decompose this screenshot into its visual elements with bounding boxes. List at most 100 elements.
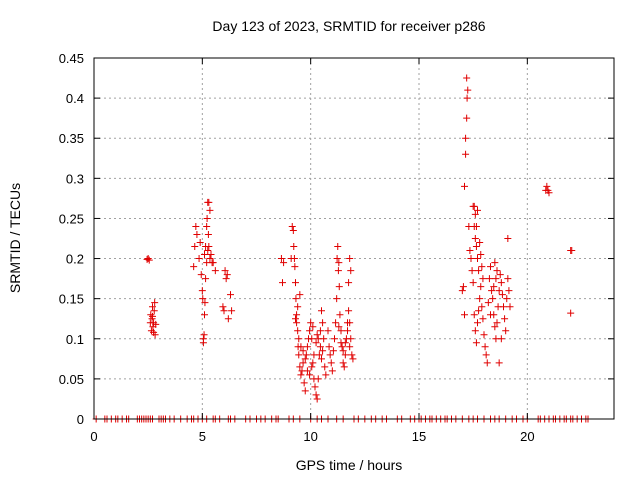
data-point: [332, 319, 339, 326]
data-point: [201, 251, 208, 258]
data-point: [196, 255, 203, 262]
data-point: [472, 235, 479, 242]
data-point: [191, 243, 198, 250]
data-point: [464, 95, 471, 102]
data-point: [227, 291, 234, 298]
data-point: [492, 275, 499, 282]
data-point: [327, 351, 334, 358]
data-point: [326, 343, 333, 350]
data-point: [192, 223, 199, 230]
data-point: [193, 231, 200, 238]
data-point: [203, 223, 210, 230]
data-point: [473, 243, 480, 250]
y-tick-label: 0.15: [59, 292, 84, 307]
data-point: [481, 331, 488, 338]
data-point: [347, 267, 354, 274]
data-point: [500, 303, 507, 310]
data-point: [501, 315, 508, 322]
data-point: [315, 375, 322, 382]
data-point: [212, 267, 219, 274]
data-point: [208, 251, 215, 258]
data-point: [333, 295, 340, 302]
y-tick-label: 0.35: [59, 131, 84, 146]
x-tick-labels: 0 5 10 15 20: [90, 429, 534, 444]
data-point: [468, 255, 475, 262]
y-tick-label: 0.2: [66, 252, 84, 267]
data-point: [348, 351, 355, 358]
data-point: [145, 255, 152, 262]
data-point: [322, 371, 329, 378]
data-point: [228, 307, 235, 314]
data-point: [345, 279, 352, 286]
data-point: [279, 279, 286, 286]
data-point: [310, 351, 317, 358]
data-point: [464, 87, 471, 94]
data-point: [475, 267, 482, 274]
data-point: [482, 343, 489, 350]
data-point: [291, 263, 298, 270]
data-point: [475, 307, 482, 314]
data-point: [223, 275, 230, 282]
y-tick-label: 0.4: [66, 91, 84, 106]
data-point: [205, 199, 212, 206]
y-tick-labels: 00.050.10.150.20.250.30.350.40.45: [59, 51, 84, 427]
data-point: [336, 283, 343, 290]
data-point: [198, 271, 205, 278]
data-point: [479, 315, 486, 322]
data-point: [346, 343, 353, 350]
data-point: [303, 351, 310, 358]
data-point: [462, 135, 469, 142]
data-point: [504, 235, 511, 242]
data-point: [340, 359, 347, 366]
data-point: [200, 339, 207, 346]
data-point: [325, 327, 332, 334]
data-point: [498, 279, 505, 286]
data-point: [479, 275, 486, 282]
y-tick-label: 0.25: [59, 211, 84, 226]
data-point: [477, 251, 484, 258]
data-point: [294, 327, 301, 334]
data-point: [292, 315, 299, 322]
data-point: [292, 295, 299, 302]
x-tick-label: 20: [520, 429, 534, 444]
data-point: [462, 151, 469, 158]
data-point: [199, 287, 206, 294]
data-point: [567, 310, 574, 317]
data-points: [93, 75, 592, 423]
y-tick-label: 0: [77, 412, 84, 427]
data-point: [297, 371, 304, 378]
data-point: [151, 307, 158, 314]
data-point: [210, 259, 217, 266]
data-point: [334, 255, 341, 262]
data-point: [203, 259, 210, 266]
data-point: [291, 255, 298, 262]
data-point: [568, 247, 575, 254]
data-point: [461, 311, 468, 318]
data-point: [491, 259, 498, 266]
plot-frame: [94, 58, 614, 419]
x-tick-label: 0: [90, 429, 97, 444]
data-point: [336, 311, 343, 318]
data-point: [471, 203, 478, 210]
data-point: [328, 359, 335, 366]
chart-title: Day 123 of 2023, SRMTID for receiver p28…: [212, 18, 485, 34]
data-point: [341, 363, 348, 370]
data-point: [470, 279, 477, 286]
data-point: [293, 319, 300, 326]
data-point: [318, 307, 325, 314]
data-point: [476, 295, 483, 302]
data-point: [335, 267, 342, 274]
data-point: [334, 243, 341, 250]
data-point: [497, 271, 504, 278]
data-point: [349, 355, 356, 362]
data-point: [308, 335, 315, 342]
data-point: [483, 351, 490, 358]
data-point: [494, 267, 501, 274]
data-point: [496, 359, 503, 366]
data-point: [331, 335, 338, 342]
data-point: [338, 339, 345, 346]
data-point: [504, 275, 511, 282]
data-point: [219, 303, 226, 310]
data-point: [478, 263, 485, 270]
data-point: [498, 335, 505, 342]
